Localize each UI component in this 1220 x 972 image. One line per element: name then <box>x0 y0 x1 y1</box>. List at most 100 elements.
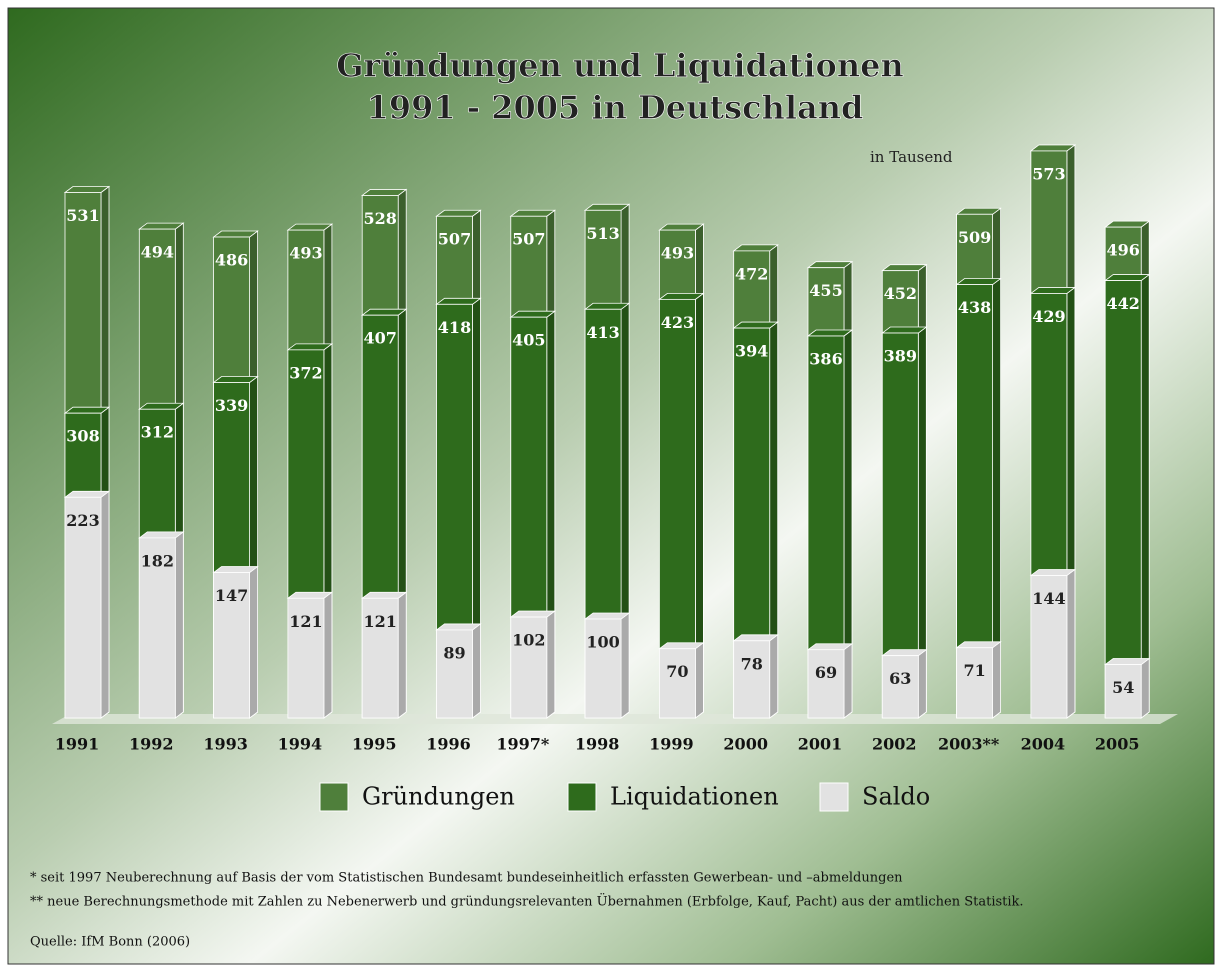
x-tick-label: 1994 <box>278 735 323 754</box>
bar-top <box>1103 658 1151 665</box>
bar-side <box>992 640 1001 719</box>
bar-top <box>435 623 482 631</box>
bar <box>436 629 473 719</box>
x-tick-label: 2001 <box>798 735 843 754</box>
bar <box>584 618 622 719</box>
bar-top <box>1103 274 1151 281</box>
legend-swatch <box>819 782 849 812</box>
bar-top <box>138 222 185 230</box>
legend-label: Liquidationen <box>610 783 779 811</box>
value-label: 147 <box>215 586 248 605</box>
chart-title: Gründungen und Liquidationen <box>336 47 904 85</box>
bar-top <box>286 223 334 231</box>
value-label: 405 <box>512 331 545 350</box>
bar <box>361 597 399 719</box>
value-label: 452 <box>884 284 917 303</box>
value-label: 71 <box>963 661 985 680</box>
bar-top <box>509 209 556 217</box>
value-label: 513 <box>586 224 619 243</box>
bar-top <box>361 189 408 196</box>
bar-top <box>435 209 482 217</box>
value-label: 494 <box>141 243 174 262</box>
value-label: 389 <box>884 347 917 366</box>
x-tick-label: 1996 <box>426 735 471 754</box>
value-label: 394 <box>735 342 768 361</box>
value-label: 507 <box>438 230 471 249</box>
bar-top <box>1029 287 1077 294</box>
footnote: * seit 1997 Neuberechnung auf Basis der … <box>30 871 903 886</box>
footnote: ** neue Berechnungsmethode mit Zahlen zu… <box>30 893 1024 910</box>
value-label: 63 <box>889 669 911 688</box>
x-tick-label: 2000 <box>723 735 768 754</box>
value-label: 121 <box>363 612 396 631</box>
bar-top <box>1103 220 1151 228</box>
x-tick-label: 1999 <box>649 735 694 754</box>
bar-top <box>658 642 705 650</box>
chart-subtitle: 1991 - 2005 in Deutschland <box>367 89 864 127</box>
value-label: 69 <box>815 663 837 682</box>
value-label: 100 <box>586 633 619 652</box>
legend-swatch <box>567 782 597 812</box>
value-label: 372 <box>289 363 322 382</box>
value-label: 407 <box>363 329 396 348</box>
bar-side <box>843 642 853 719</box>
bar-top <box>583 612 631 620</box>
value-label: 121 <box>289 612 322 631</box>
bar-side <box>620 612 630 719</box>
value-label: 182 <box>141 551 174 570</box>
bar-top <box>361 591 408 599</box>
bar <box>287 597 325 719</box>
bar-side <box>1066 568 1076 719</box>
x-tick-label: 1997* <box>496 735 550 754</box>
legend-label: Saldo <box>862 783 930 811</box>
bar <box>1030 575 1068 719</box>
bar-top <box>732 634 779 642</box>
bar-top <box>1029 569 1077 576</box>
bar <box>733 640 771 719</box>
x-tick-label: 1998 <box>575 735 620 754</box>
bar-top <box>955 641 1002 649</box>
bar-side <box>546 610 556 719</box>
value-label: 455 <box>809 281 842 300</box>
bar <box>881 655 919 719</box>
value-label: 423 <box>661 313 694 332</box>
bar <box>138 537 176 719</box>
x-tick-label: 1995 <box>352 735 397 754</box>
value-label: 472 <box>735 264 768 283</box>
x-tick-label: 2004 <box>1021 735 1066 754</box>
bar-top <box>212 230 259 238</box>
bar-side <box>100 490 110 719</box>
bar-top <box>806 643 854 651</box>
bar-top <box>955 207 1002 215</box>
bar-side <box>917 648 927 719</box>
value-label: 78 <box>741 654 763 673</box>
source: Quelle: IfM Bonn (2006) <box>30 935 190 950</box>
value-label: 573 <box>1032 164 1065 183</box>
value-label: 442 <box>1106 294 1139 313</box>
bar-top <box>509 310 556 318</box>
value-label: 312 <box>141 423 174 442</box>
bar-side <box>1140 657 1150 719</box>
value-label: 486 <box>215 251 248 270</box>
value-label: 144 <box>1032 589 1065 608</box>
value-label: 493 <box>661 244 694 263</box>
bar-side <box>695 641 704 719</box>
x-tick-label: 2003** <box>938 735 1000 754</box>
bar <box>659 648 696 719</box>
bar-top <box>881 649 928 657</box>
bar <box>956 647 993 719</box>
bar-top <box>658 292 705 300</box>
value-label: 531 <box>66 206 99 225</box>
value-label: 509 <box>958 228 991 247</box>
bar-top <box>361 308 408 316</box>
value-label: 413 <box>586 323 619 342</box>
value-label: 70 <box>666 662 688 681</box>
bar-top <box>212 566 259 573</box>
bar <box>1104 280 1142 719</box>
value-label: 429 <box>1032 307 1065 326</box>
bar-side <box>323 591 333 719</box>
bar-top <box>583 203 631 211</box>
bar-top <box>732 321 779 329</box>
bar-top <box>63 186 111 193</box>
